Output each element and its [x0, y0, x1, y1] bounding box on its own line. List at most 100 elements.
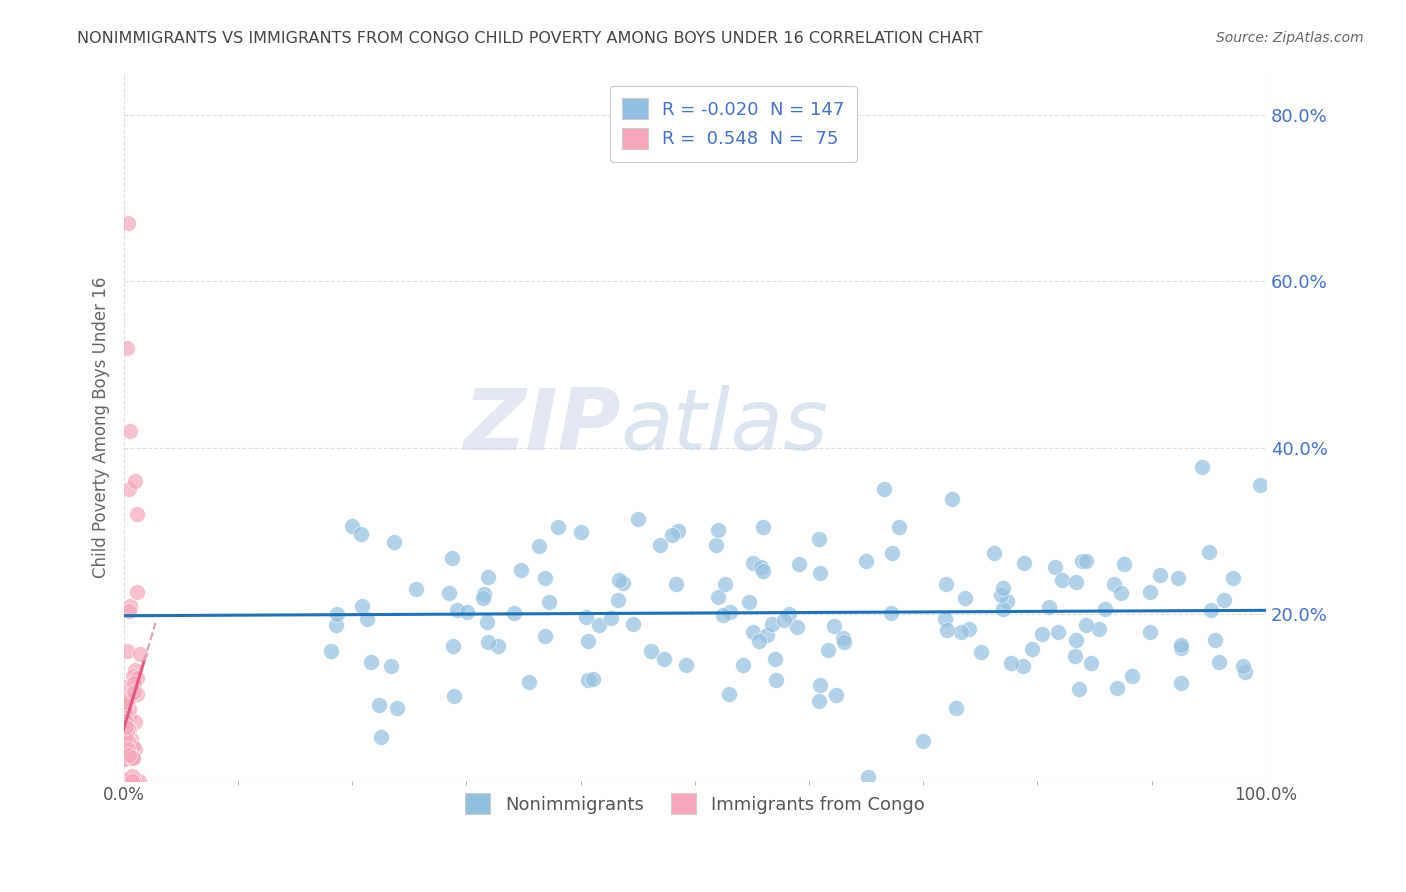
Point — [661, 528, 683, 542]
Point — [517, 675, 540, 690]
Point — [786, 620, 808, 634]
Point — [118, 709, 141, 723]
Point — [880, 607, 903, 621]
Point — [855, 554, 877, 568]
Point — [990, 588, 1012, 602]
Point — [446, 603, 468, 617]
Point — [1167, 571, 1189, 585]
Point — [1149, 567, 1171, 582]
Point — [1121, 669, 1143, 683]
Point — [957, 623, 980, 637]
Point — [1112, 558, 1135, 572]
Point — [117, 741, 139, 756]
Point — [114, 728, 136, 742]
Point — [439, 586, 461, 600]
Point — [1071, 554, 1094, 568]
Point — [1191, 460, 1213, 475]
Point — [607, 573, 630, 587]
Point — [456, 606, 478, 620]
Point — [823, 619, 845, 633]
Point — [380, 659, 402, 673]
Point — [527, 539, 550, 553]
Point — [1198, 545, 1220, 559]
Point — [441, 639, 464, 653]
Point — [114, 774, 136, 789]
Point — [118, 702, 141, 716]
Point — [114, 774, 136, 789]
Point — [1080, 656, 1102, 670]
Point — [503, 606, 526, 620]
Point — [360, 655, 382, 669]
Point — [1201, 603, 1223, 617]
Point — [118, 483, 141, 497]
Point — [405, 582, 427, 597]
Point — [675, 658, 697, 673]
Text: NONIMMIGRANTS VS IMMIGRANTS FROM CONGO CHILD POVERTY AMONG BOYS UNDER 16 CORRELA: NONIMMIGRANTS VS IMMIGRANTS FROM CONGO C… — [77, 31, 983, 46]
Point — [1043, 559, 1066, 574]
Point — [912, 734, 935, 748]
Point — [1021, 641, 1043, 656]
Point — [122, 669, 145, 683]
Point — [117, 716, 139, 731]
Point — [1064, 575, 1087, 590]
Point — [1102, 577, 1125, 591]
Point — [118, 750, 141, 764]
Point — [112, 711, 135, 725]
Point — [945, 701, 967, 715]
Point — [118, 722, 141, 736]
Point — [325, 618, 347, 632]
Point — [711, 608, 734, 623]
Point — [765, 673, 787, 687]
Point — [934, 612, 956, 626]
Point — [121, 774, 143, 789]
Point — [117, 692, 139, 706]
Point — [121, 749, 143, 764]
Point — [118, 599, 141, 613]
Point — [122, 750, 145, 764]
Point — [115, 739, 138, 754]
Point — [124, 663, 146, 677]
Point — [991, 602, 1014, 616]
Point — [125, 774, 148, 789]
Point — [115, 743, 138, 757]
Point — [1139, 584, 1161, 599]
Point — [112, 774, 135, 789]
Point — [749, 559, 772, 574]
Point — [665, 577, 688, 591]
Point — [115, 341, 138, 355]
Point — [778, 607, 800, 622]
Point — [588, 618, 610, 632]
Point — [115, 720, 138, 734]
Point — [114, 698, 136, 713]
Point — [880, 546, 903, 560]
Point — [112, 745, 135, 759]
Point — [607, 592, 630, 607]
Point — [1094, 602, 1116, 616]
Point — [752, 564, 775, 578]
Point — [534, 571, 557, 585]
Point — [117, 732, 139, 747]
Point — [1064, 632, 1087, 647]
Point — [319, 643, 342, 657]
Point — [714, 577, 737, 591]
Point — [115, 725, 138, 739]
Point — [666, 524, 689, 538]
Point — [475, 615, 498, 629]
Point — [704, 538, 727, 552]
Point — [621, 617, 644, 632]
Point — [808, 694, 831, 708]
Point — [599, 611, 621, 625]
Point — [114, 774, 136, 789]
Point — [1107, 681, 1129, 695]
Point — [1139, 624, 1161, 639]
Point — [1208, 655, 1230, 669]
Text: ZIP: ZIP — [463, 385, 620, 468]
Point — [1074, 617, 1097, 632]
Point — [808, 566, 831, 581]
Point — [1109, 586, 1132, 600]
Point — [738, 595, 761, 609]
Point — [112, 773, 135, 788]
Point — [118, 747, 141, 762]
Point — [370, 731, 392, 745]
Point — [1087, 622, 1109, 636]
